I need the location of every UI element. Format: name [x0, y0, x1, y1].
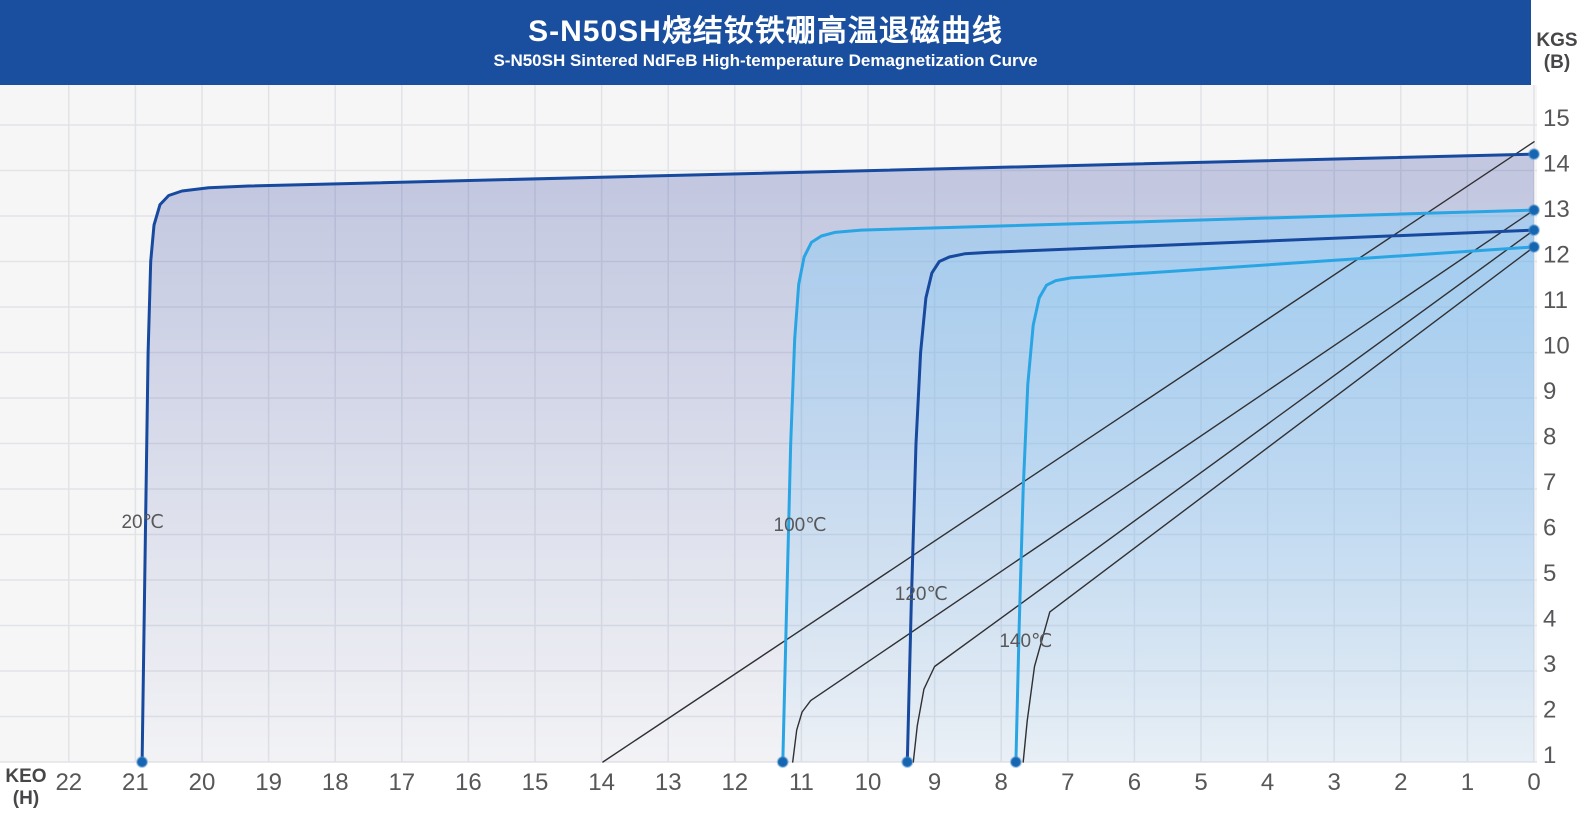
- curve-140C-normal: [1022, 246, 1535, 763]
- y-tick-7: 7: [1543, 469, 1556, 496]
- y-tick-4: 4: [1543, 606, 1556, 633]
- x-tick-6: 6: [1128, 769, 1141, 796]
- endpoint-dot-100C-intrinsic: [1528, 204, 1540, 217]
- x-tick-14: 14: [588, 769, 615, 796]
- y-tick-14: 14: [1543, 151, 1570, 178]
- x-axis-tick-labels: 22 21 20 19 18 17 16 15 14 13 12 11 10 9 8 7 6 5 4 3 2 1 0: [55, 769, 1540, 796]
- chart-title: S-N50SH烧结钕铁硼高温退磁曲线: [528, 14, 1003, 48]
- y-tick-8: 8: [1543, 424, 1556, 451]
- temp-label-20C-intrinsic: 20℃: [121, 512, 163, 533]
- curve-100C-normal: [792, 209, 1535, 763]
- temp-label-120C-intrinsic: 120℃: [895, 584, 948, 605]
- x-tick-3: 3: [1328, 769, 1341, 796]
- y-tick-6: 6: [1543, 515, 1556, 542]
- y-axis-unit-label: KGS (B): [1533, 30, 1581, 74]
- curve-20C-normal: [602, 141, 1535, 763]
- x-tick-13: 13: [655, 769, 682, 796]
- x-axis-unit-label: KEO (H): [2, 766, 50, 810]
- chart-header: S-N50SH烧结钕铁硼高温退磁曲线 S-N50SH Sintered NdFe…: [0, 0, 1531, 85]
- x-tick-2: 2: [1394, 769, 1407, 796]
- curve-endpoint-dots: [136, 148, 1540, 768]
- y-tick-11: 11: [1543, 287, 1568, 314]
- x-tick-10: 10: [855, 769, 882, 796]
- x-tick-4: 4: [1261, 769, 1274, 796]
- x-axis-unit-line1: KEO: [5, 766, 47, 787]
- x-tick-17: 17: [388, 769, 415, 796]
- x-tick-22: 22: [55, 769, 82, 796]
- curve-120C-intrinsic: [905, 228, 1536, 764]
- endpoint-dot-120C-intrinsic: [901, 756, 914, 768]
- y-tick-5: 5: [1543, 560, 1556, 587]
- y-tick-9: 9: [1543, 378, 1556, 405]
- endpoint-dot-140C-intrinsic: [1009, 756, 1022, 768]
- x-tick-7: 7: [1061, 769, 1074, 796]
- x-tick-0: 0: [1527, 769, 1540, 796]
- x-axis-unit-line2: (H): [12, 788, 40, 809]
- x-tick-11: 11: [789, 769, 814, 796]
- x-tick-16: 16: [455, 769, 482, 796]
- x-tick-5: 5: [1194, 769, 1207, 796]
- endpoint-dot-120C-intrinsic: [1528, 224, 1540, 237]
- curve-120C-normal: [912, 229, 1535, 763]
- y-tick-1: 1: [1543, 742, 1556, 769]
- x-tick-1: 1: [1461, 769, 1474, 796]
- y-axis-tick-labels: 15 14 13 12 11 10 9 8 7 6 5 4 3 2 1: [1543, 105, 1570, 769]
- chart-subtitle: S-N50SH Sintered NdFeB High-temperature …: [493, 50, 1038, 70]
- x-tick-20: 20: [189, 769, 216, 796]
- y-tick-10: 10: [1543, 333, 1570, 360]
- x-tick-12: 12: [721, 769, 748, 796]
- curve-140C-intrinsic: [1014, 245, 1536, 764]
- curve-20C-intrinsic: [140, 152, 1536, 764]
- x-tick-21: 21: [122, 769, 149, 796]
- y-tick-13: 13: [1543, 196, 1570, 223]
- y-tick-3: 3: [1543, 651, 1556, 678]
- endpoint-dot-140C-intrinsic: [1528, 240, 1540, 253]
- endpoint-dot-20C-intrinsic: [1528, 148, 1540, 161]
- temperature-labels: 20℃ 100℃ 120℃ 140℃: [121, 512, 1052, 652]
- temp-label-100C-intrinsic: 100℃: [774, 515, 827, 536]
- temp-label-140C-intrinsic: 140℃: [999, 631, 1052, 652]
- y-axis-unit-line2: (B): [1543, 52, 1571, 73]
- x-tick-8: 8: [995, 769, 1008, 796]
- fill-region-140C-intrinsic: [1015, 246, 1534, 762]
- x-tick-9: 9: [928, 769, 941, 796]
- curve-100C-intrinsic: [781, 208, 1536, 764]
- x-tick-19: 19: [255, 769, 282, 796]
- x-tick-18: 18: [322, 769, 349, 796]
- y-axis-unit-line1: KGS: [1536, 30, 1578, 51]
- x-tick-15: 15: [522, 769, 549, 796]
- y-tick-15: 15: [1543, 105, 1570, 132]
- y-tick-2: 2: [1543, 697, 1556, 724]
- endpoint-dot-100C-intrinsic: [776, 756, 789, 768]
- y-tick-12: 12: [1543, 242, 1570, 269]
- endpoint-dot-20C-intrinsic: [136, 756, 149, 768]
